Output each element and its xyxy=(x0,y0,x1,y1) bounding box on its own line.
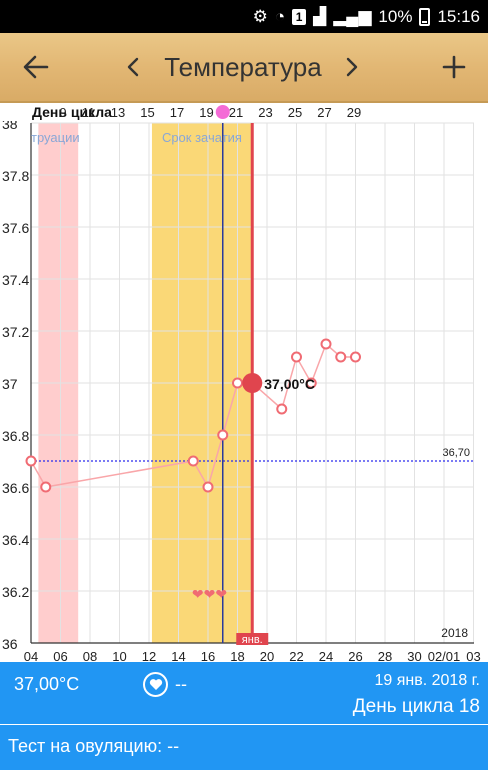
cycle-tick-label: 11 xyxy=(82,105,96,120)
data-point[interactable] xyxy=(320,338,332,350)
data-point[interactable] xyxy=(305,377,317,389)
cycle-tick-label: 27 xyxy=(317,105,331,120)
x-tick-label: 02/01 xyxy=(428,649,461,662)
cycle-tick-label: 13 xyxy=(111,105,125,120)
y-tick-label: 36.4 xyxy=(2,532,29,548)
data-point[interactable] xyxy=(25,455,37,467)
y-tick-label: 36.8 xyxy=(2,428,29,444)
x-tick-label: 20 xyxy=(260,649,274,662)
x-tick-label: 30 xyxy=(407,649,421,662)
cycle-tick-label: 19 xyxy=(199,105,213,120)
clock: 15:16 xyxy=(437,6,480,26)
page-title: Температура xyxy=(164,51,322,82)
x-tick-label: 14 xyxy=(171,649,185,662)
month-label-chip xyxy=(236,633,269,645)
data-point[interactable] xyxy=(217,429,229,441)
x-tick-label: 18 xyxy=(230,649,244,662)
data-point[interactable] xyxy=(291,351,302,363)
y-tick-label: 37.4 xyxy=(2,272,29,288)
y-tick-label: 37.2 xyxy=(2,324,29,340)
x-tick-label: 16 xyxy=(201,649,215,662)
cycle-tick-label: 9 xyxy=(59,105,66,120)
temperature-chart-svg[interactable]: 3636.236.436.636.83737.237.437.637.83804… xyxy=(0,103,488,662)
signal-2-icon: ▂▄▆ xyxy=(333,6,372,26)
y-tick-label: 36 xyxy=(2,636,18,652)
chevron-right-icon xyxy=(346,57,358,77)
heart-value: -- xyxy=(175,674,187,694)
ovulation-marker-dot xyxy=(215,105,230,119)
next-period-button[interactable] xyxy=(337,43,367,91)
info-panel[interactable]: 37,00°C -- 19 янв. 2018 г. День цикла 18 xyxy=(0,662,488,724)
month-label: янв. xyxy=(242,634,263,646)
add-button[interactable] xyxy=(430,43,478,91)
signal-icon: ▟ xyxy=(313,6,327,26)
cycle-tick-label: 23 xyxy=(258,105,272,120)
y-tick-label: 37 xyxy=(2,376,18,392)
arrow-left-icon xyxy=(23,55,49,79)
notification-icon: ⚙ xyxy=(252,6,268,26)
x-tick-label: 12 xyxy=(142,649,156,662)
x-tick-label: 03 xyxy=(466,649,480,662)
x-tick-label: 22 xyxy=(289,649,303,662)
cycle-day-strip xyxy=(0,103,488,121)
cycle-tick-label: 21 xyxy=(229,105,243,120)
status-bar: ⚙ ◔ 1 ▟ ▂▄▆ 10% 15:16 xyxy=(0,0,488,33)
y-tick-label: 36.6 xyxy=(2,480,29,496)
coverline-label: 36,70 xyxy=(442,447,470,459)
x-tick-label: 04 xyxy=(24,649,38,662)
data-point[interactable] xyxy=(232,377,243,389)
selected-date: 19 янв. 2018 г. xyxy=(374,672,481,689)
selected-temperature: 37,00°C xyxy=(14,674,80,694)
x-tick-label: 10 xyxy=(112,649,126,662)
data-point[interactable] xyxy=(350,351,361,363)
selected-value-label: 37,00°C xyxy=(264,376,315,392)
temperature-chart[interactable]: 36 36.2 36.4 36.6 36.8 37 37.2 37.4 37.6 37.8 38 04… xyxy=(0,103,488,662)
cycle-tick-label: 15 xyxy=(140,105,154,120)
x-tick-label: 06 xyxy=(53,649,67,662)
cycle-tick-label: 25 xyxy=(288,105,302,120)
wifi-icon: ◔ xyxy=(274,6,286,26)
fertile-label: Срок зачатия xyxy=(162,130,242,145)
data-point[interactable] xyxy=(276,403,288,415)
previous-period-button[interactable] xyxy=(118,43,148,91)
cycle-day: День цикла 18 xyxy=(352,696,480,717)
chevron-left-icon xyxy=(127,57,139,77)
cycle-tick-label: 29 xyxy=(347,105,361,120)
ovulation-test-panel[interactable]: Тест на овуляцию: -- xyxy=(0,724,488,770)
data-point[interactable] xyxy=(40,481,52,493)
ovulation-test-label: Тест на овуляцию: -- xyxy=(8,736,180,756)
x-tick-label: 24 xyxy=(319,649,333,662)
cycle-day-label: День цикла xyxy=(32,104,112,120)
toolbar: Температура xyxy=(0,33,488,103)
cycle-tick-label: 17 xyxy=(170,105,184,120)
intercourse-hearts: ❤❤❤ xyxy=(192,586,227,602)
year-label: 2018 xyxy=(441,626,468,640)
battery-percent: 10% xyxy=(378,6,413,26)
battery-icon xyxy=(419,7,431,26)
data-point[interactable] xyxy=(187,455,199,467)
x-tick-label: 08 xyxy=(83,649,97,662)
heart-icon[interactable] xyxy=(143,672,168,697)
sim-icon: 1 xyxy=(292,8,307,25)
x-tick-label: 28 xyxy=(378,649,392,662)
menstruation-label: труации xyxy=(31,130,80,145)
data-point[interactable] xyxy=(202,481,214,493)
y-tick-label: 37.8 xyxy=(2,168,29,184)
y-tick-label: 37.6 xyxy=(2,220,29,236)
data-point[interactable] xyxy=(335,351,347,363)
selected-data-point[interactable] xyxy=(242,373,263,393)
y-tick-label: 36.2 xyxy=(2,584,29,600)
plus-icon xyxy=(442,55,466,79)
x-tick-label: 26 xyxy=(348,649,362,662)
back-button[interactable] xyxy=(12,43,60,91)
